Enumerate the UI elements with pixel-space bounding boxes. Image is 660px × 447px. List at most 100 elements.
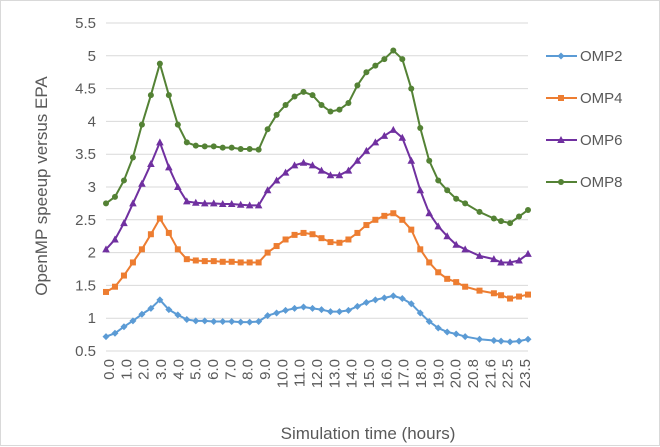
data-point (525, 206, 531, 213)
legend-marker (558, 95, 564, 101)
data-point (255, 317, 263, 325)
x-tick-label: 23.5 (517, 359, 534, 388)
data-point (461, 245, 469, 253)
y-tick-label: 3.5 (75, 146, 96, 163)
data-point (407, 300, 415, 308)
data-point (506, 258, 514, 266)
x-tick-label: 3.0 (153, 359, 170, 380)
x-tick-label: 15.0 (361, 359, 378, 388)
x-tick-label: 21.6 (482, 359, 499, 388)
data-point (228, 144, 235, 151)
data-point (318, 102, 325, 108)
data-point (246, 259, 253, 266)
x-tick-label: 17.0 (396, 359, 413, 388)
data-point (165, 229, 172, 236)
x-tick-label: 5.0 (188, 359, 205, 380)
series-omp2 (102, 292, 532, 346)
data-point (129, 317, 137, 325)
data-point (219, 144, 226, 151)
data-point (345, 236, 352, 243)
data-point (326, 171, 335, 179)
data-point (453, 195, 460, 202)
data-point (210, 258, 217, 265)
data-point (498, 292, 505, 299)
data-point (515, 337, 523, 345)
data-point (282, 102, 289, 108)
data-point (120, 219, 128, 227)
data-point (156, 215, 163, 222)
data-point (524, 335, 532, 343)
data-point (174, 183, 182, 190)
data-point (398, 295, 406, 303)
data-point (103, 288, 109, 295)
legend-item-omp8: OMP8 (546, 174, 623, 191)
data-point (371, 138, 380, 146)
data-point (147, 92, 154, 99)
data-point (336, 106, 343, 113)
x-axis-title: Simulation time (hours) (281, 424, 456, 443)
data-point (111, 329, 119, 337)
data-point (165, 306, 173, 314)
data-point (354, 82, 361, 89)
legend-item-omp2: OMP2 (546, 48, 623, 65)
data-point (452, 330, 460, 338)
data-point (103, 200, 109, 207)
data-point (183, 139, 190, 146)
data-point (344, 306, 352, 314)
data-point (263, 186, 272, 194)
x-tick-label: 6.0 (205, 359, 222, 380)
legend: OMP2 OMP4 OMP6 OMP8 (546, 48, 623, 191)
x-tick-label: 1.0 (118, 359, 135, 380)
y-tick-label: 5.5 (75, 15, 96, 32)
data-point (201, 258, 208, 265)
data-point (282, 306, 290, 314)
data-point (174, 121, 181, 128)
data-point (443, 328, 451, 336)
data-point (426, 259, 433, 266)
data-point (475, 251, 484, 259)
data-point (453, 279, 460, 286)
y-tick-label: 4.5 (75, 81, 96, 98)
data-point (246, 318, 254, 326)
data-point (299, 158, 308, 166)
y-axis-title: OpenMP speeup versus EPA (32, 76, 51, 296)
data-point (228, 317, 236, 325)
y-tick-label: 5 (88, 48, 96, 65)
x-tick-label: 22.5 (500, 359, 517, 388)
data-point (507, 295, 514, 302)
data-point (353, 302, 361, 310)
data-point (129, 154, 136, 161)
data-point (408, 85, 415, 92)
data-point (236, 200, 245, 208)
data-point (362, 298, 370, 306)
data-point (425, 317, 433, 325)
data-point (490, 255, 498, 263)
data-point (227, 200, 236, 208)
data-point (273, 111, 280, 118)
data-point (219, 317, 227, 325)
data-point (326, 308, 334, 316)
data-point (462, 200, 469, 207)
x-tick-label: 16.0 (378, 359, 395, 388)
data-point (308, 161, 317, 169)
data-point (390, 210, 397, 217)
legend-label: OMP8 (580, 174, 623, 191)
series-omp4 (103, 210, 531, 302)
data-point (461, 333, 469, 341)
data-point (476, 335, 484, 343)
data-point (273, 309, 281, 317)
data-point (381, 56, 388, 63)
data-point (237, 259, 244, 266)
data-point (344, 166, 353, 174)
y-tick-label: 4 (88, 113, 96, 130)
data-point (129, 259, 136, 266)
data-point (327, 239, 334, 246)
data-point (201, 143, 208, 150)
data-point (363, 69, 370, 76)
x-tick-label: 7.0 (222, 359, 239, 380)
data-point (336, 239, 343, 246)
x-tick-label: 19.0 (430, 359, 447, 388)
data-point (246, 145, 253, 152)
legend-marker (557, 52, 565, 60)
